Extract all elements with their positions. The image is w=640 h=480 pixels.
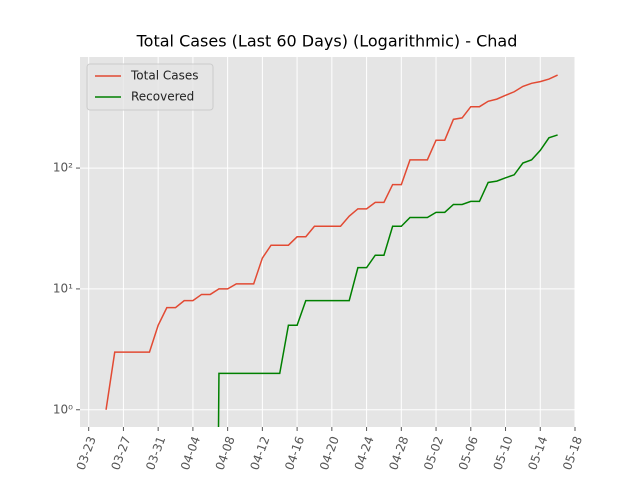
legend-label: Recovered [131,90,194,104]
x-tick-label: 04-20 [317,434,342,472]
grid [76,57,576,431]
series-line [217,134,558,427]
lines [105,74,558,427]
legend: Total Cases Recovered [86,63,214,111]
x-tick-label: 04-28 [386,434,411,472]
legend-label: Total Cases [130,69,198,83]
chart-title: Total Cases (Last 60 Days) (Logarithmic)… [136,32,518,51]
series-line [105,74,558,410]
x-tick-label: 04-24 [352,434,377,472]
x-tick-label: 05-18 [560,434,585,472]
x-tick-label: 05-14 [525,434,550,472]
x-tick-label: 05-10 [491,434,516,472]
x-tick-label: 03-23 [74,434,99,472]
y-tick-label: 10² [53,161,73,175]
x-tick-label: 05-06 [456,434,481,472]
y-tick-label: 10⁰ [53,402,73,416]
x-tick-label: 04-12 [247,434,272,472]
y-tick-label: 10¹ [53,281,73,295]
x-tick-label: 03-27 [108,434,133,472]
x-tick-label: 04-16 [282,434,307,472]
x-tick-label: 03-31 [143,434,168,472]
x-tick-label: 04-08 [213,434,238,472]
x-tick-label: 04-04 [178,434,203,472]
plot-area [80,57,575,427]
x-tick-label: 05-02 [421,434,446,472]
